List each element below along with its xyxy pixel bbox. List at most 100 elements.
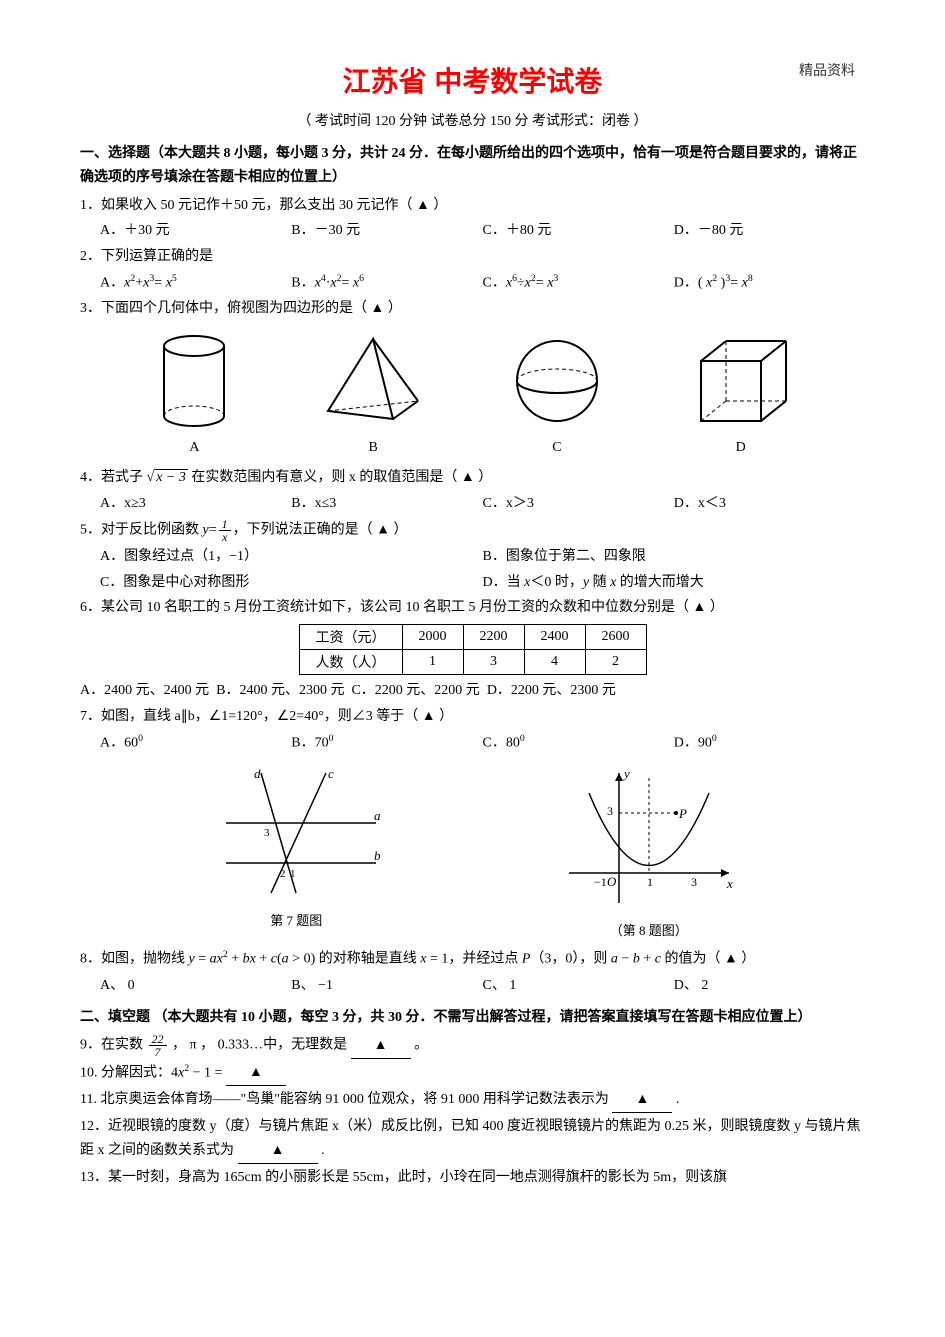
point-p: P <box>678 806 687 821</box>
fig7-caption: 第 7 题图 <box>206 910 386 929</box>
q8-opt-c: C、 1 <box>483 974 674 998</box>
q7-opt-c: C．800 <box>483 731 674 755</box>
q1-opt-a: A．＋30 元 <box>100 219 291 243</box>
q6-opt-a: A．2400 元、2400 元 <box>80 683 209 698</box>
q4-radical: x − 3 <box>154 469 188 485</box>
q5-pre: 5．对于反比例函数 <box>80 523 203 538</box>
q8-options: A、 0 B、 −1 C、 1 D、 2 <box>100 974 865 998</box>
q12-body: 12．近视眼镜的度数 y（度）与镜片焦距 x（米）成反比例，已知 400 度近视… <box>80 1119 861 1158</box>
cell: 2 <box>585 650 646 675</box>
cell: 1 <box>402 650 463 675</box>
shape-cylinder: A <box>149 331 239 456</box>
cell: 4 <box>524 650 585 675</box>
q7-opt-a: A．600 <box>100 731 291 755</box>
section1-heading: 一、选择题（本大题共 8 小题，每小题 3 分，共计 24 分．在每小题所给出的… <box>80 142 865 190</box>
label-a: a <box>374 808 381 823</box>
q3-text: 3．下面四个几何体中，俯视图为四边形的是（ ▲ ） <box>80 297 865 321</box>
label-c: c <box>328 766 334 781</box>
q3-shapes-row: A B C <box>110 331 835 456</box>
blank: ▲ <box>351 1034 411 1059</box>
xtick-neg1: −1 <box>594 875 607 889</box>
q2-opt-d: D．( x2 )3= x8 <box>674 271 865 295</box>
q5-text: 5．对于反比例函数 y=1x，下列说法正确的是（ ▲ ） <box>80 518 865 543</box>
xtick-1: 1 <box>647 875 653 889</box>
q8-opt-b: B、 −1 <box>291 974 482 998</box>
q11-text: 11. 北京奥运会体育场——"鸟巢"能容纳 91 000 位观众，将 91 00… <box>80 1088 865 1113</box>
q8-opt-a: A、 0 <box>100 974 291 998</box>
q5-options-2: C．图象是中心对称图形 D．当 x＜0 时，y 随 x 的增大而增大 <box>100 571 865 595</box>
q4-opt-b: B．x≤3 <box>291 492 482 516</box>
q5-post: ，下列说法正确的是（ ▲ ） <box>233 523 408 538</box>
q8-post: ，并经过点 <box>448 952 522 967</box>
angle-3: 3 <box>264 827 270 839</box>
q5-opt-a: A．图象经过点（1，−1） <box>100 545 483 569</box>
q5-opt-c: C．图象是中心对称图形 <box>100 571 483 595</box>
angle-2: 2 <box>280 868 286 880</box>
q6-opt-b: B．2400 元、2300 元 <box>216 683 344 698</box>
cell: 3 <box>463 650 524 675</box>
q4-text: 4．若式子 √x − 3 在实数范围内有意义，则 x 的取值范围是（ ▲ ） <box>80 466 865 490</box>
figure-8: y x 3 −1 O 1 3 P （第 8 题图） <box>559 763 739 939</box>
q5-options-1: A．图象经过点（1，−1） B．图象位于第二、四象限 <box>100 545 865 569</box>
subtitle: （ 考试时间 120 分钟 试卷总分 150 分 考试形式：闭卷 ） <box>80 110 865 130</box>
table-row: 工资（元） 2000 2200 2400 2600 <box>299 625 646 650</box>
cell: 2600 <box>585 625 646 650</box>
q1-options: A．＋30 元 B．－30 元 C．＋80 元 D．－80 元 <box>100 219 865 243</box>
q2-text: 2．下列运算正确的是 <box>80 245 865 269</box>
q4-pre: 4．若式子 <box>80 470 147 485</box>
q7-text: 7．如图，直线 a∥b，∠1=120°，∠2=40°，则∠3 等于（ ▲ ） <box>80 705 865 729</box>
label-b: b <box>374 848 381 863</box>
q6-opt-c: C．2200 元、2200 元 <box>351 683 479 698</box>
q9-mid: ， π ， 0.333…中，无理数是 <box>169 1038 351 1053</box>
q1-text: 1．如果收入 50 元记作＋50 元，那么支出 30 元记作（ ▲ ） <box>80 194 865 218</box>
q7-options: A．600 B．700 C．800 D．900 <box>100 731 865 755</box>
blank: ▲ <box>238 1139 318 1164</box>
shape-label-d: D <box>686 440 796 456</box>
q9-end: 。 <box>411 1038 429 1053</box>
q4-post: 在实数范围内有意义，则 x 的取值范围是（ ▲ ） <box>191 470 492 485</box>
section2-heading: 二、填空题 （本大题共有 10 小题，每空 3 分，共 30 分．不需写出解答过… <box>80 1006 865 1030</box>
q2-opt-b: B．x4·x2= x6 <box>291 271 482 295</box>
blank: ▲ <box>226 1061 286 1086</box>
q6-table: 工资（元） 2000 2200 2400 2600 人数（人） 1 3 4 2 <box>299 624 647 675</box>
shape-pyramid: B <box>318 331 428 456</box>
q7-opt-b: B．700 <box>291 731 482 755</box>
q4-options: A．x≥3 B．x≤3 C．x＞3 D．x＜3 <box>100 492 865 516</box>
cell: 2400 <box>524 625 585 650</box>
shape-label-c: C <box>507 440 607 456</box>
q10-text: 10. 分解因式：4x2 − 1 = ▲ <box>80 1061 865 1086</box>
ytick-3: 3 <box>607 804 613 818</box>
cell: 2000 <box>402 625 463 650</box>
q6-options: A．2400 元、2400 元 B．2400 元、2300 元 C．2200 元… <box>80 679 865 703</box>
cell: 2200 <box>463 625 524 650</box>
figure-7: a b c d 1 2 3 第 7 题图 <box>206 763 386 939</box>
blank: ▲ <box>612 1088 672 1113</box>
page-title: 江苏省 中考数学试卷 <box>80 60 865 100</box>
cell: 工资（元） <box>299 625 402 650</box>
fig8-caption: （第 8 题图） <box>559 920 739 939</box>
q1-opt-b: B．－30 元 <box>291 219 482 243</box>
q4-opt-c: C．x＞3 <box>483 492 674 516</box>
q6-text: 6．某公司 10 名职工的 5 月份工资统计如下，该公司 10 名职工 5 月份… <box>80 596 865 620</box>
q6-opt-d: D．2200 元、2300 元 <box>487 683 616 698</box>
y-label: y <box>622 766 630 781</box>
table-row: 人数（人） 1 3 4 2 <box>299 650 646 675</box>
label-d: d <box>254 766 261 781</box>
q13-text: 13．某一时刻，身高为 165cm 的小丽影长是 55cm，此时，小玲在同一地点… <box>80 1166 865 1190</box>
watermark: 精品资料 <box>799 60 855 80</box>
q5-opt-d: D．当 x＜0 时，y 随 x 的增大而增大 <box>483 571 866 595</box>
shape-label-b: B <box>318 440 428 456</box>
q8-opt-d: D、 2 <box>674 974 865 998</box>
figures-row: a b c d 1 2 3 第 7 题图 y x 3 <box>120 763 825 939</box>
q9-text: 9．在实数 227 ， π ， 0.333…中，无理数是 ▲ 。 <box>80 1033 865 1059</box>
shape-cube: D <box>686 331 796 456</box>
shape-label-a: A <box>149 440 239 456</box>
cell: 人数（人） <box>299 650 402 675</box>
origin-o: O <box>607 874 617 889</box>
q8-text: 8．如图，抛物线 y = ax2 + bx + c(a > 0) 的对称轴是直线… <box>80 947 865 971</box>
q7-opt-d: D．900 <box>674 731 865 755</box>
q1-opt-d: D．－80 元 <box>674 219 865 243</box>
q10-pre: 10. 分解因式： <box>80 1065 171 1080</box>
q4-opt-a: A．x≥3 <box>100 492 291 516</box>
q8-mid: 的对称轴是直线 <box>315 952 420 967</box>
